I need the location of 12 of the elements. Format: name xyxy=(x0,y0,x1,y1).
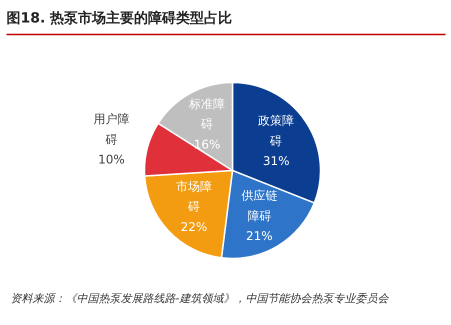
text: 资料来源：《中国热泵发展路线路-建筑领域》，中国节能协会热泵专业委员会 xyxy=(10,292,390,305)
data-label: 22% xyxy=(180,220,208,234)
data-label: 21% xyxy=(246,229,273,244)
slice-label: 市场障碍 xyxy=(176,179,212,214)
slice-label: 供应链障碍 xyxy=(241,188,278,223)
data-label: 16% xyxy=(194,138,220,152)
data-label: 10% xyxy=(98,152,125,167)
slice-label: 用户障碍 xyxy=(93,112,130,146)
slice-label: 政策障碍 xyxy=(258,114,294,148)
chart-title: 图18. 热泵市场主要的障碍类型占比 xyxy=(6,10,232,26)
slice-label: 标准障碍 xyxy=(188,96,226,132)
data-label: 31% xyxy=(262,154,290,168)
